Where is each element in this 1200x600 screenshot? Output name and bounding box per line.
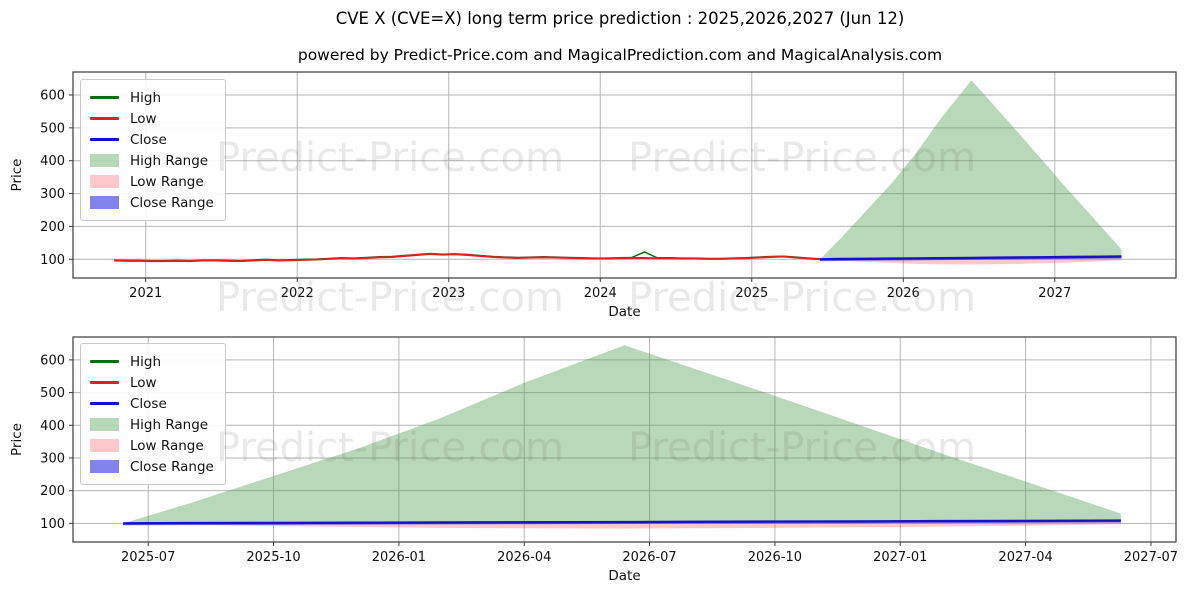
legend-label: Low Range bbox=[130, 437, 204, 454]
x-tick-label: 2026-01 bbox=[372, 550, 426, 565]
legend-label: High bbox=[130, 353, 162, 370]
legend-label: Low Range bbox=[130, 173, 204, 190]
close-line-forecast bbox=[123, 519, 1121, 525]
y-axis-label: Price bbox=[9, 159, 25, 192]
legend-item: High bbox=[90, 351, 216, 372]
x-tick-label: 2027-04 bbox=[998, 550, 1052, 565]
close-range-swatch-icon bbox=[90, 196, 119, 209]
legend-item: Close bbox=[90, 129, 216, 150]
y-tick-label: 600 bbox=[40, 353, 65, 368]
low-swatch-icon bbox=[90, 381, 119, 384]
low-range-swatch-icon bbox=[90, 439, 119, 452]
y-tick-label: 400 bbox=[40, 419, 65, 434]
y-tick-label: 300 bbox=[40, 451, 65, 466]
close-range-swatch-icon bbox=[90, 460, 119, 473]
legend-item: Close Range bbox=[90, 456, 216, 477]
x-tick-label: 2023 bbox=[432, 286, 465, 301]
legend-label: Low bbox=[130, 110, 157, 127]
high-range-swatch-icon bbox=[90, 418, 119, 431]
legend-label: Close bbox=[130, 395, 167, 412]
legend-label: Close bbox=[130, 131, 167, 148]
x-tick-label: 2026-07 bbox=[622, 550, 676, 565]
x-tick-label: 2027-01 bbox=[873, 550, 927, 565]
y-tick-label: 100 bbox=[40, 517, 65, 532]
y-tick-label: 500 bbox=[40, 386, 65, 401]
high-swatch-icon bbox=[90, 360, 119, 363]
legend-bottom-chart: High Low Close High Range Low Range Close Ran… bbox=[80, 343, 226, 485]
legend-item: Low Range bbox=[90, 171, 216, 192]
legend-label: Close Range bbox=[130, 458, 214, 475]
x-tick-label: 2027 bbox=[1038, 286, 1071, 301]
x-tick-label: 2025-10 bbox=[246, 550, 300, 565]
y-tick-label: 400 bbox=[40, 154, 65, 169]
legend-label: Close Range bbox=[130, 194, 214, 211]
close-swatch-icon bbox=[90, 402, 119, 405]
y-tick-label: 200 bbox=[40, 484, 65, 499]
x-tick-label: 2026 bbox=[887, 286, 920, 301]
high-range-area bbox=[123, 345, 1121, 524]
y-tick-label: 500 bbox=[40, 121, 65, 136]
legend-item: High Range bbox=[90, 150, 216, 171]
chart-subtitle: powered by Predict-Price.com and Magical… bbox=[297, 46, 943, 64]
legend-item: Low bbox=[90, 372, 216, 393]
legend-label: High bbox=[130, 89, 162, 106]
legend-label: Low bbox=[130, 374, 157, 391]
price-history-chart: 100 200 300 400 500 600 2021 2022 2023 2024 2025 20… bbox=[9, 71, 1177, 320]
legend-item: Close bbox=[90, 393, 216, 414]
low-swatch-icon bbox=[90, 117, 119, 120]
x-axis-label: Date bbox=[608, 304, 640, 320]
y-tick-label: 300 bbox=[40, 187, 65, 202]
close-swatch-icon bbox=[90, 138, 119, 141]
y-axis-label: Price bbox=[9, 423, 25, 456]
x-tick-label: 2021 bbox=[129, 286, 162, 301]
legend-top-chart: High Low Close High Range Low Range Close Ran… bbox=[80, 79, 226, 221]
x-axis-label: Date bbox=[608, 568, 640, 584]
x-tick-label: 2027-07 bbox=[1124, 550, 1178, 565]
high-range-area bbox=[819, 80, 1122, 260]
high-swatch-icon bbox=[90, 96, 119, 99]
plot-border bbox=[72, 71, 1177, 279]
x-tick-label: 2025-07 bbox=[121, 550, 175, 565]
forecast-detail-chart: 100 200 300 400 500 600 2025-07 2025-10 2026-01 2… bbox=[9, 336, 1178, 584]
legend-item: Low bbox=[90, 108, 216, 129]
low-range-swatch-icon bbox=[90, 175, 119, 188]
x-tick-label: 2025 bbox=[735, 286, 768, 301]
legend-item: Close Range bbox=[90, 192, 216, 213]
y-tick-label: 600 bbox=[40, 88, 65, 103]
legend-item: Low Range bbox=[90, 435, 216, 456]
y-tick-label: 100 bbox=[40, 253, 65, 268]
close-line-forecast bbox=[819, 255, 1122, 261]
plot-border bbox=[72, 336, 1177, 543]
chart-suptitle: CVE X (CVE=X) long term price prediction… bbox=[335, 9, 905, 28]
legend-label: High Range bbox=[130, 416, 209, 433]
x-tick-label: 2024 bbox=[584, 286, 617, 301]
y-tick-label: 200 bbox=[40, 220, 65, 235]
x-tick-label: 2026-04 bbox=[497, 550, 551, 565]
legend-item: High Range bbox=[90, 414, 216, 435]
x-tick-label: 2026-10 bbox=[748, 550, 802, 565]
low-line-history bbox=[114, 253, 820, 263]
legend-label: High Range bbox=[130, 152, 209, 169]
high-range-swatch-icon bbox=[90, 154, 119, 167]
x-tick-label: 2022 bbox=[281, 286, 314, 301]
legend-item: High bbox=[90, 87, 216, 108]
